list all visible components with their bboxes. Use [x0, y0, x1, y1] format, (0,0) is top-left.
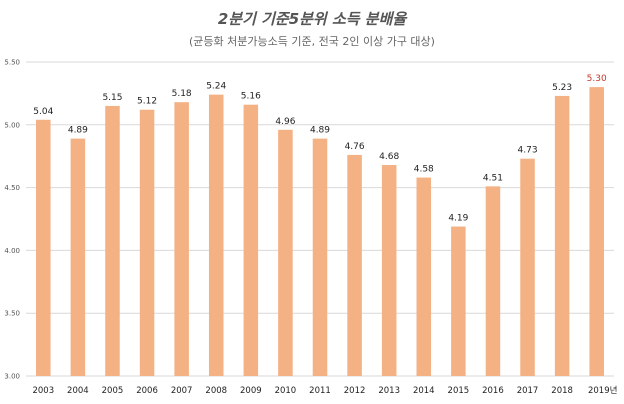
data-label: 5.12 [137, 97, 157, 107]
chart-subtitle: (균등화 처분가능소득 기준, 전국 2인 이상 가구 대상) [189, 35, 435, 48]
bars [36, 87, 604, 377]
x-tick-label: 2004 [67, 386, 89, 396]
y-tick-label: 3.50 [4, 310, 20, 318]
bar [554, 95, 570, 377]
data-label: 5.23 [552, 83, 572, 93]
data-label: 4.58 [414, 165, 434, 175]
data-label: 5.04 [33, 107, 53, 117]
bar [347, 154, 362, 376]
x-tick-label: 2005 [102, 386, 124, 396]
bar [208, 94, 224, 376]
x-tick-label: 2019년 [588, 385, 617, 396]
bar [105, 105, 120, 377]
y-axis: 3.00 3.50 4.00 4.50 5.00 5.50 [4, 59, 20, 381]
data-label: 5.30 [587, 74, 607, 84]
x-tick-label: 2007 [171, 386, 193, 396]
data-label: 5.24 [206, 82, 226, 92]
bar [70, 138, 86, 376]
data-label: 4.73 [518, 146, 538, 156]
x-tick-label: 2015 [448, 386, 470, 396]
x-tick-label: 2003 [32, 386, 54, 396]
bar [381, 164, 397, 376]
y-tick-label: 4.50 [4, 184, 20, 192]
data-label: 4.89 [310, 126, 330, 136]
data-label: 5.18 [172, 89, 192, 99]
bar [36, 119, 51, 376]
data-label: 4.76 [345, 142, 365, 152]
x-tick-label: 2006 [136, 386, 158, 396]
data-label: 4.89 [68, 126, 88, 136]
data-label: 5.15 [102, 93, 122, 103]
bar [243, 104, 259, 376]
x-tick-label: 2016 [482, 386, 504, 396]
x-tick-label: 2011 [309, 386, 331, 396]
x-tick-label: 2014 [413, 386, 435, 396]
bar [589, 87, 604, 377]
data-label: 4.19 [448, 214, 468, 224]
y-tick-label: 4.00 [4, 247, 20, 255]
data-label: 4.68 [379, 152, 399, 162]
y-tick-label: 5.00 [4, 121, 20, 129]
x-tick-label: 2008 [205, 386, 227, 396]
bar [520, 158, 535, 376]
bar [139, 109, 155, 376]
data-label: 4.51 [483, 173, 503, 183]
y-tick-label: 3.00 [4, 373, 20, 381]
bar [416, 177, 432, 376]
bar [451, 226, 466, 376]
data-labels: 5.04 4.89 5.15 5.12 5.18 5.24 5.16 4.96 4.89 4.76… [33, 74, 607, 223]
x-tick-label: 2018 [551, 386, 573, 396]
data-label: 4.96 [275, 117, 295, 127]
chart-title: 2분기 기준5분위 소득 분배율 [217, 10, 407, 28]
x-tick-label: 2013 [378, 386, 400, 396]
data-label: 5.16 [241, 92, 261, 102]
bar [485, 186, 501, 376]
x-tick-label: 2010 [275, 386, 297, 396]
y-tick-label: 5.50 [4, 59, 20, 67]
bar [312, 138, 328, 376]
x-axis: 2003 2004 2005 2006 2007 2008 2009 2010 2011 2012… [32, 385, 617, 396]
x-tick-label: 2017 [517, 386, 539, 396]
bar [278, 129, 293, 376]
bar [174, 102, 189, 376]
x-tick-label: 2009 [240, 386, 262, 396]
x-tick-label: 2012 [344, 386, 366, 396]
